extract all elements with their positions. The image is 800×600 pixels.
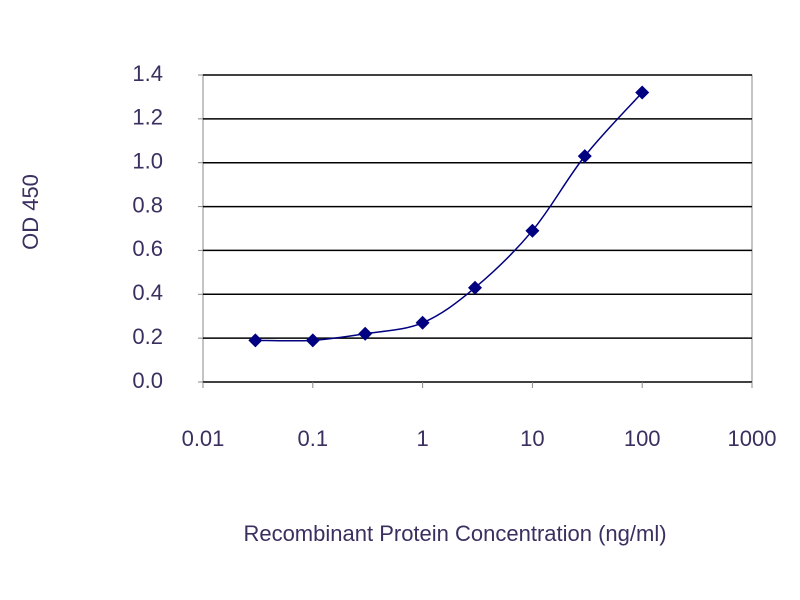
y-tick-label: 0.0 [132, 368, 163, 393]
data-point [635, 85, 650, 100]
x-axis-label: Recombinant Protein Concentration (ng/ml… [243, 521, 666, 546]
x-tick-label: 10 [520, 426, 544, 451]
series-line [255, 92, 643, 342]
x-tick-label: 100 [624, 426, 661, 451]
x-tick-label: 1 [416, 426, 428, 451]
x-tick-label: 0.1 [298, 426, 329, 451]
y-tick-label: 1.4 [132, 61, 163, 86]
x-tick-label: 1000 [728, 426, 777, 451]
data-point [467, 280, 482, 295]
data-point [248, 333, 263, 348]
y-tick-label: 1.2 [132, 105, 163, 130]
y-tick-label: 0.2 [132, 324, 163, 349]
y-tick-label: 0.8 [132, 192, 163, 217]
data-point [577, 149, 592, 164]
y-axis-label: OD 450 [18, 174, 43, 250]
y-tick-label: 0.6 [132, 236, 163, 261]
x-tick-label: 0.01 [182, 426, 225, 451]
y-tick-label: 0.4 [132, 280, 163, 305]
y-tick-label: 1.0 [132, 149, 163, 174]
data-point [305, 333, 320, 348]
data-point [358, 326, 373, 341]
data-point [525, 223, 540, 238]
plot-area [202, 74, 753, 383]
data-point [415, 315, 430, 330]
